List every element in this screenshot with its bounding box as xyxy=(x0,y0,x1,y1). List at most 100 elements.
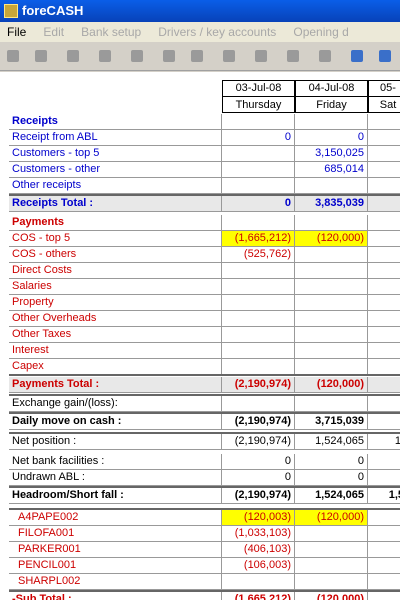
value-cell[interactable] xyxy=(295,295,368,311)
row-label[interactable]: Capex xyxy=(9,359,222,375)
menu-opening[interactable]: Opening d xyxy=(293,25,349,39)
value-cell[interactable]: (1,665,212) xyxy=(222,592,295,600)
value-cell[interactable] xyxy=(222,263,295,279)
row-label[interactable]: Exchange gain/(loss): xyxy=(9,396,222,412)
value-cell[interactable] xyxy=(295,558,368,574)
value-cell[interactable]: (120,003) xyxy=(222,510,295,526)
open-icon[interactable] xyxy=(30,46,52,66)
row-label[interactable]: Other Overheads xyxy=(9,311,222,327)
value-cell[interactable] xyxy=(222,162,295,178)
value-cell[interactable]: 0 xyxy=(222,470,295,486)
value-cell[interactable]: (120,000) xyxy=(295,592,368,600)
value-cell[interactable]: (120,000) xyxy=(295,377,368,393)
row-label[interactable]: PARKER001 xyxy=(9,542,222,558)
value-cell[interactable] xyxy=(368,510,400,526)
value-cell[interactable] xyxy=(368,215,400,231)
row-label[interactable]: A4PAPE002 xyxy=(9,510,222,526)
value-cell[interactable]: (2,190,974) xyxy=(222,434,295,450)
menu-drivers[interactable]: Drivers / key accounts xyxy=(158,25,277,39)
row-label[interactable]: PENCIL001 xyxy=(9,558,222,574)
row-label[interactable]: FILOFA001 xyxy=(9,526,222,542)
value-cell[interactable] xyxy=(222,279,295,295)
row-label[interactable]: Payments Total : xyxy=(9,377,222,393)
value-cell[interactable] xyxy=(368,470,400,486)
value-cell[interactable] xyxy=(368,359,400,375)
value-cell[interactable] xyxy=(295,542,368,558)
row-label[interactable]: Receipts xyxy=(9,114,222,130)
value-cell[interactable] xyxy=(368,146,400,162)
value-cell[interactable] xyxy=(295,396,368,412)
row-label[interactable]: Other receipts xyxy=(9,178,222,194)
value-cell[interactable] xyxy=(295,526,368,542)
value-cell[interactable] xyxy=(368,178,400,194)
value-cell[interactable]: 0 xyxy=(222,130,295,146)
row-label[interactable]: COS - others xyxy=(9,247,222,263)
value-cell[interactable] xyxy=(368,114,400,130)
value-cell[interactable]: 3,715,039 xyxy=(295,414,368,430)
value-cell[interactable] xyxy=(222,343,295,359)
value-cell[interactable] xyxy=(368,327,400,343)
row-label[interactable]: Net bank facilities : xyxy=(9,454,222,470)
value-cell[interactable]: 0 xyxy=(295,130,368,146)
value-cell[interactable] xyxy=(368,311,400,327)
value-cell[interactable] xyxy=(295,327,368,343)
value-cell[interactable] xyxy=(295,359,368,375)
value-cell[interactable]: 3,150,025 xyxy=(295,146,368,162)
value-cell[interactable] xyxy=(368,414,400,430)
row-label[interactable]: SHARPL002 xyxy=(9,574,222,590)
value-cell[interactable]: (406,103) xyxy=(222,542,295,558)
row-label[interactable]: Receipt from ABL xyxy=(9,130,222,146)
value-cell[interactable] xyxy=(222,359,295,375)
grid-icon[interactable] xyxy=(218,46,240,66)
value-cell[interactable]: 3,835,039 xyxy=(295,196,368,212)
value-cell[interactable]: 1,524,065 xyxy=(295,488,368,504)
value-cell[interactable]: 685,014 xyxy=(295,162,368,178)
value-cell[interactable] xyxy=(368,396,400,412)
new-icon[interactable] xyxy=(2,46,24,66)
row-label[interactable]: Net position : xyxy=(9,434,222,450)
value-cell[interactable] xyxy=(222,295,295,311)
value-cell[interactable]: 0 xyxy=(295,470,368,486)
value-cell[interactable] xyxy=(295,279,368,295)
value-cell[interactable]: 0 xyxy=(295,454,368,470)
value-cell[interactable] xyxy=(368,247,400,263)
value-cell[interactable] xyxy=(222,146,295,162)
value-cell[interactable]: (1,665,212) xyxy=(222,231,295,247)
row-label[interactable]: COS - top 5 xyxy=(9,231,222,247)
row-label[interactable]: Customers - other xyxy=(9,162,222,178)
value-cell[interactable] xyxy=(368,454,400,470)
row-label[interactable]: Customers - top 5 xyxy=(9,146,222,162)
menu-file[interactable]: File xyxy=(7,25,27,39)
row-label[interactable]: Property xyxy=(9,295,222,311)
list-icon[interactable] xyxy=(282,46,304,66)
value-cell[interactable]: (525,762) xyxy=(222,247,295,263)
value-cell[interactable] xyxy=(368,574,400,590)
value-cell[interactable] xyxy=(295,343,368,359)
value-cell[interactable]: 1,524,065 xyxy=(295,434,368,450)
value-cell[interactable] xyxy=(368,231,400,247)
value-cell[interactable]: (2,190,974) xyxy=(222,488,295,504)
row-label[interactable]: Direct Costs xyxy=(9,263,222,279)
value-cell[interactable] xyxy=(222,396,295,412)
value-cell[interactable]: (2,190,974) xyxy=(222,414,295,430)
value-cell[interactable] xyxy=(368,162,400,178)
value-cell[interactable]: 1, xyxy=(368,434,400,450)
value-cell[interactable] xyxy=(368,377,400,393)
value-cell[interactable] xyxy=(295,247,368,263)
value-cell[interactable] xyxy=(368,279,400,295)
value-cell[interactable]: 1,5 xyxy=(368,488,400,504)
row-label[interactable]: Undrawn ABL : xyxy=(9,470,222,486)
chart-icon[interactable] xyxy=(158,46,180,66)
value-cell[interactable] xyxy=(295,311,368,327)
value-cell[interactable] xyxy=(295,574,368,590)
document-icon[interactable] xyxy=(94,46,116,66)
settings-icon[interactable] xyxy=(62,46,84,66)
value-cell[interactable] xyxy=(368,196,400,212)
row-label[interactable]: Daily move on cash : xyxy=(9,414,222,430)
upload-icon[interactable] xyxy=(346,46,368,66)
download-icon[interactable] xyxy=(186,46,208,66)
value-cell[interactable] xyxy=(295,263,368,279)
value-cell[interactable] xyxy=(368,343,400,359)
value-cell[interactable] xyxy=(368,558,400,574)
value-cell[interactable] xyxy=(368,542,400,558)
